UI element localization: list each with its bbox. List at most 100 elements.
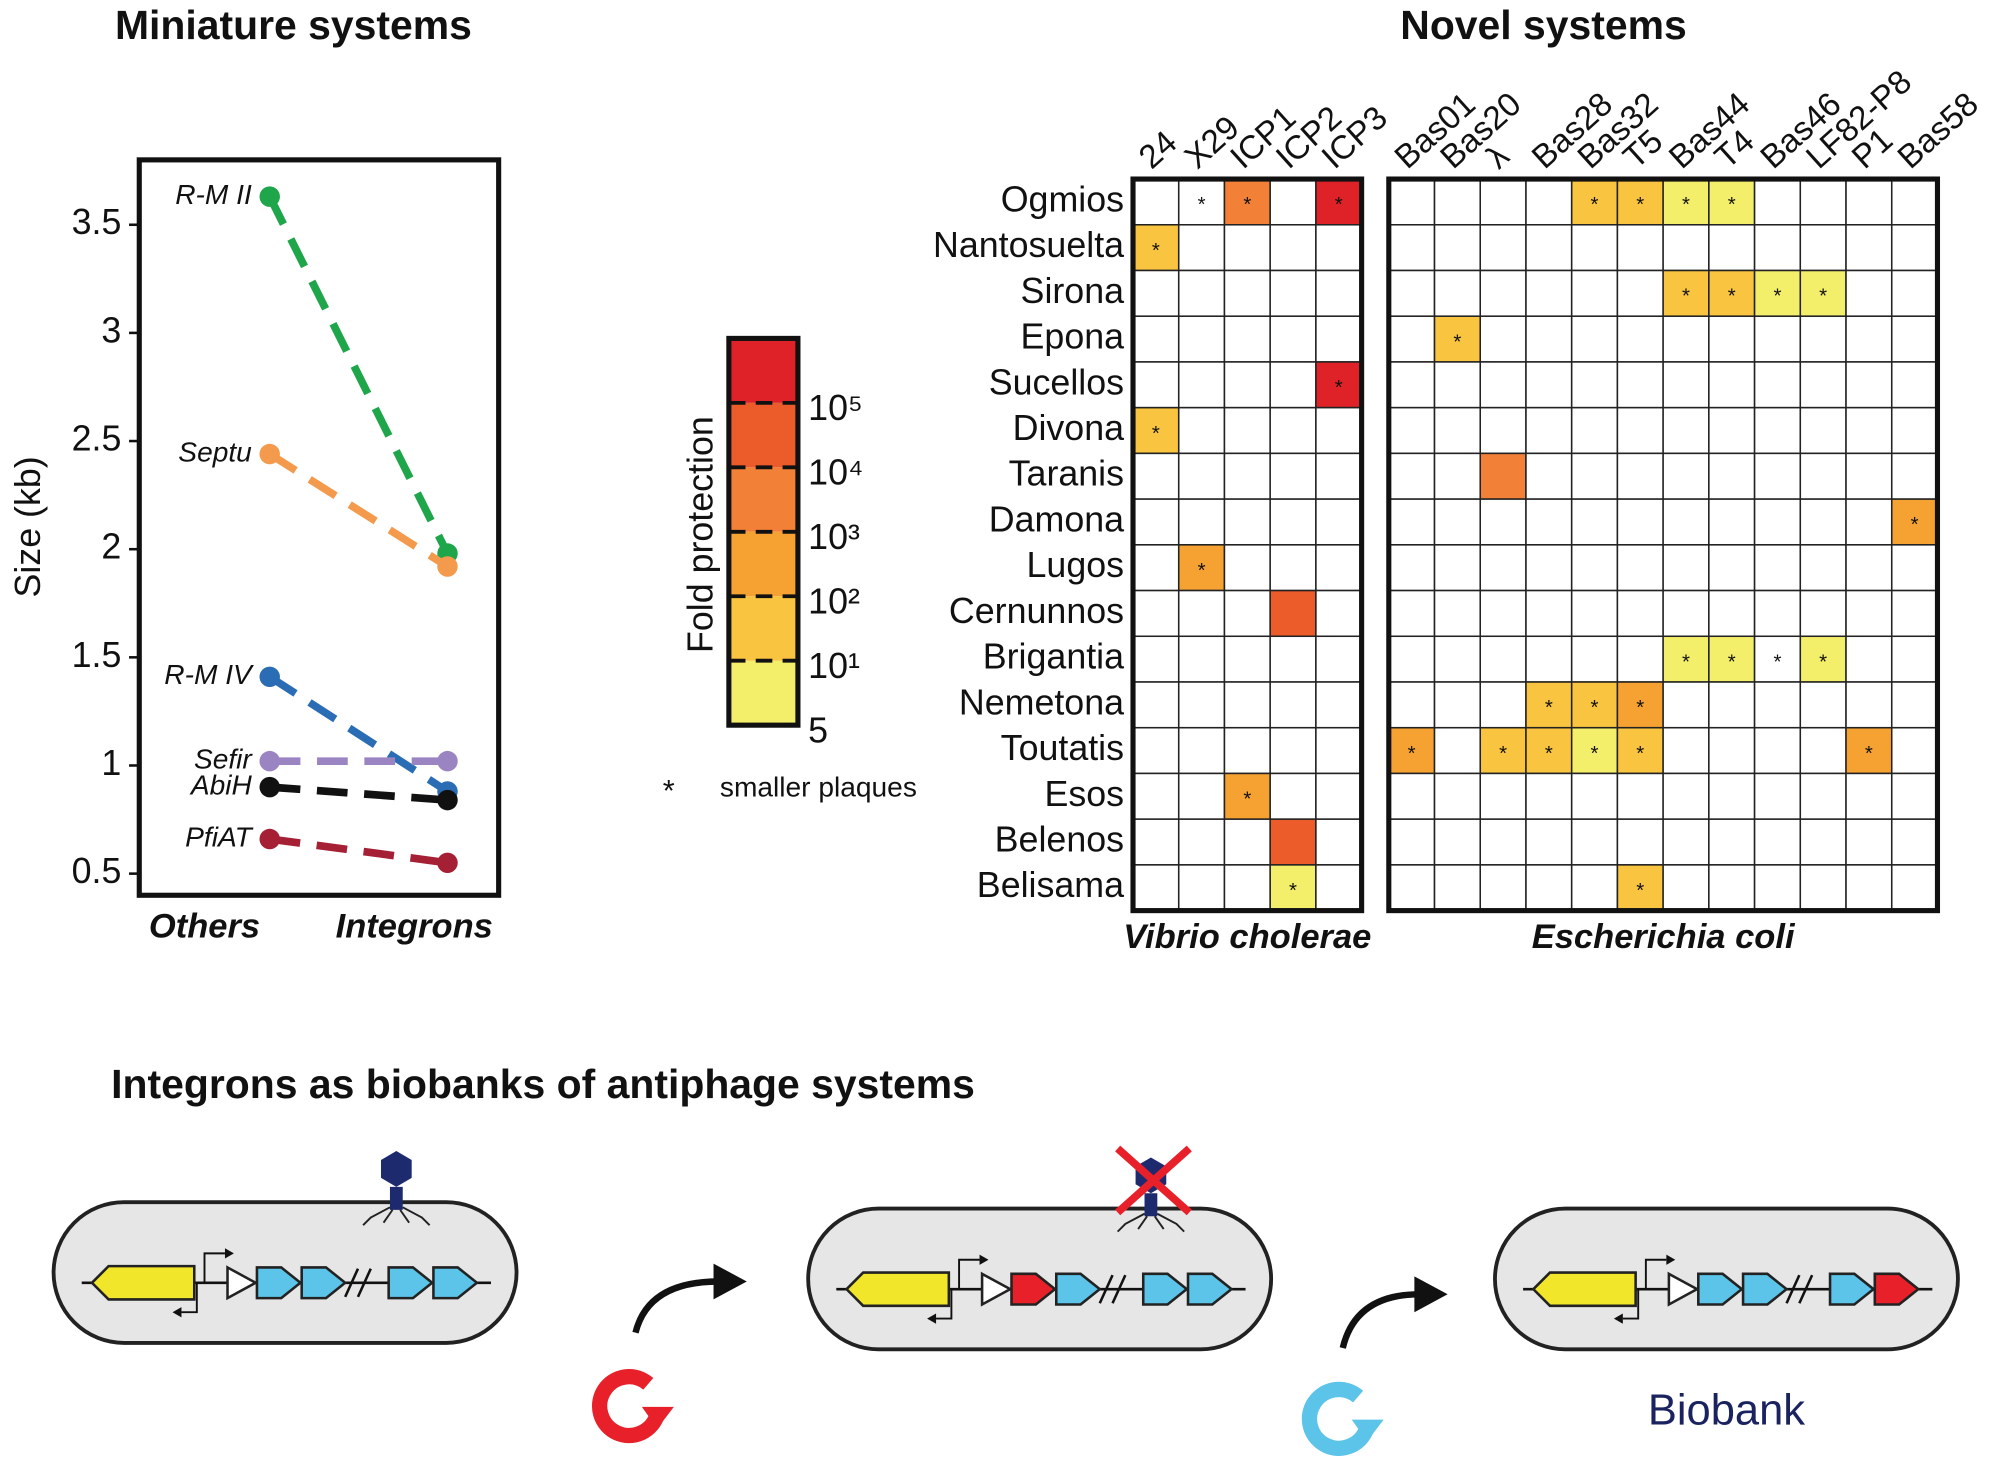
heat-cell [1525, 772, 1573, 820]
data-point [259, 750, 280, 772]
heat-cell [1616, 544, 1664, 592]
smaller-plaques-marker: * [1198, 559, 1206, 582]
heat-cell [1662, 726, 1710, 775]
row-label: Epona [1021, 317, 1125, 357]
heat-cell [1570, 452, 1619, 500]
heat-cell [1433, 406, 1482, 455]
heat-cell [1315, 406, 1363, 455]
heat-cell [1315, 544, 1363, 592]
heat-cell [1269, 635, 1317, 683]
heat-cell [1799, 864, 1847, 912]
smaller-plaques-marker: * [1682, 285, 1690, 308]
heat-cell [1799, 269, 1847, 317]
heat-cell [1616, 452, 1664, 500]
heat-cell [1132, 498, 1180, 546]
heat-cell [1799, 726, 1847, 775]
smaller-plaques-marker: * [1499, 742, 1507, 765]
colorbar-segment [728, 660, 798, 726]
x-tick-label: Others [149, 908, 260, 946]
column-label: λ [1479, 137, 1516, 176]
smaller-plaques-marker: * [1289, 879, 1297, 902]
heat-cell [1479, 178, 1527, 226]
heat-cell [1433, 224, 1482, 272]
heat-cell [1845, 772, 1893, 820]
heat-cell [1525, 269, 1573, 317]
heat-cell [1845, 269, 1893, 317]
heat-cell [1753, 178, 1802, 226]
heat-cell [1753, 406, 1802, 455]
heat-cell [1388, 178, 1436, 226]
heat-cell [1132, 269, 1180, 317]
heat-cell [1177, 224, 1226, 272]
heat-cell [1525, 178, 1573, 226]
heat-cell [1315, 452, 1363, 500]
heat-cell [1525, 544, 1573, 592]
plasmid [591, 1369, 665, 1444]
heat-cell [1799, 544, 1847, 592]
row-label: Sucellos [989, 362, 1124, 402]
heat-cell [1269, 772, 1317, 820]
heat-cell [1433, 726, 1482, 775]
row-label: Belisama [977, 865, 1124, 905]
group-label: Escherichia coli [1532, 918, 1796, 956]
smaller-plaques-marker: * [1243, 193, 1251, 216]
heat-cell [1570, 315, 1619, 363]
heat-cell [1890, 772, 1939, 820]
heat-cell [1525, 864, 1573, 912]
chart-title: Miniature systems [115, 2, 472, 48]
heat-cell [1708, 224, 1756, 272]
heat-cell [1845, 315, 1893, 363]
heat-cell [1570, 406, 1619, 455]
smaller-plaques-marker: * [1636, 879, 1644, 902]
row-label: Brigantia [983, 637, 1124, 677]
heat-cell [1315, 498, 1363, 546]
heat-cell [1388, 315, 1436, 363]
heat-cell [1479, 315, 1527, 363]
heat-cell [1708, 452, 1756, 500]
heat-cell [1616, 224, 1664, 272]
heat-cell [1269, 178, 1317, 226]
smaller-plaques-marker: * [1682, 193, 1690, 216]
heat-cell [1799, 178, 1847, 226]
heat-cell [1525, 589, 1573, 638]
heat-cell [1616, 635, 1664, 683]
smaller-plaques-marker: * [1728, 650, 1736, 673]
heat-cell [1388, 635, 1436, 683]
smaller-plaques-marker: * [1911, 513, 1919, 536]
heat-cell [1223, 818, 1271, 866]
heat-cell [1845, 452, 1893, 500]
row-label: Divona [1013, 408, 1125, 448]
heat-cell [1662, 544, 1710, 592]
heat-cell [1132, 818, 1180, 866]
heat-cell [1845, 406, 1893, 455]
plasmid-arrow [641, 1406, 674, 1429]
heat-cell [1525, 681, 1573, 729]
heat-cell [1479, 772, 1527, 820]
heat-cell [1269, 452, 1317, 500]
smaller-plaques-marker: * [1773, 285, 1781, 308]
heat-cell [1315, 818, 1363, 866]
heat-cell [1269, 224, 1317, 272]
arrow [632, 1278, 719, 1334]
data-point [437, 852, 458, 874]
heat-cell [1799, 772, 1847, 820]
smaller-plaques-marker: * [1865, 742, 1873, 765]
row-label: Cernunnos [949, 591, 1124, 631]
heat-cell [1525, 224, 1573, 272]
heat-cell [1570, 726, 1619, 775]
colorbar-segment [728, 531, 798, 597]
heat-cell [1845, 726, 1893, 775]
smaller-plaques-marker: * [1636, 193, 1644, 216]
heat-cell [1223, 224, 1271, 272]
heat-cell [1433, 498, 1482, 546]
heat-cell [1890, 864, 1939, 912]
heat-cell [1223, 589, 1271, 638]
heat-cell [1479, 406, 1527, 455]
legend-label: smaller plaques [720, 772, 917, 803]
heat-cell [1753, 772, 1802, 820]
arrow-head [1414, 1276, 1448, 1313]
heat-cell [1525, 818, 1573, 866]
biobank-label: Biobank [1648, 1387, 1805, 1435]
y-tick-label: 0.5 [72, 851, 122, 891]
heat-cell [1753, 726, 1802, 775]
